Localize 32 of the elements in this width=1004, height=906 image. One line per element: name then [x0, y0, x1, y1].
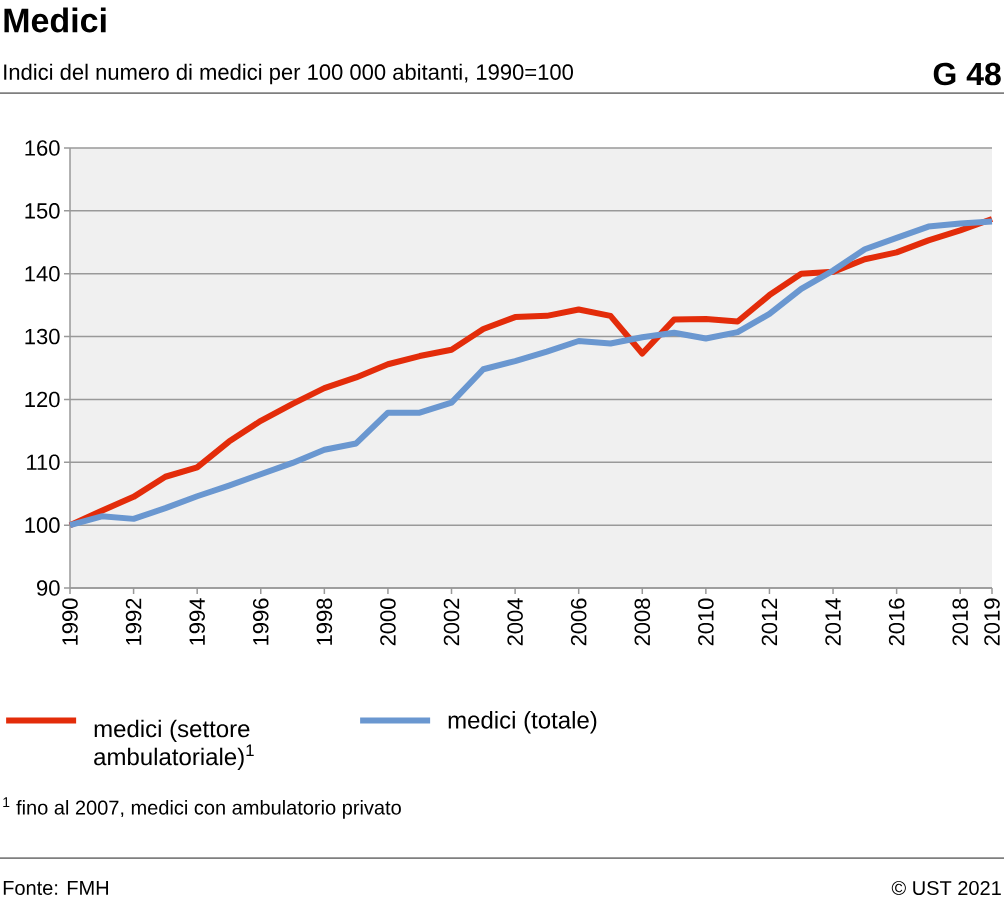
x-tick-label: 2006	[570, 598, 587, 646]
x-tick-label: 2002	[443, 598, 460, 646]
x-tick-label: 2004	[507, 598, 523, 646]
x-tick-label: 1992	[125, 598, 142, 645]
y-tick-label: 120	[25, 391, 60, 408]
x-tick-label: 2000	[380, 598, 396, 646]
text: $^{1}$ fino al 2007, medici con ambulatorio privato	[3, 797, 401, 819]
text: © UST 2021	[891, 880, 1001, 896]
source-note: Fonte: FMH	[3, 881, 108, 895]
y-tick-label: 150	[25, 203, 60, 219]
x-tick-label: 2019	[984, 598, 1000, 646]
chart-subtitle: Indici del numero di medici per 100 000 abitanti, 1990=100	[4, 63, 573, 85]
x-tick-label: 2008	[634, 598, 651, 646]
x-tick-label: 2018	[952, 598, 969, 646]
x-tick-label: 2012	[761, 598, 778, 646]
y-tick-label: 160	[25, 140, 60, 156]
y-tick-label: 110	[27, 454, 60, 471]
x-tick-label: 1996	[252, 598, 269, 645]
x-tick-label: 1998	[316, 598, 333, 645]
x-tick-label: 2014	[825, 598, 841, 646]
y-tick-label: 140	[25, 265, 60, 282]
y-tick-label: 130	[25, 328, 60, 345]
x-tick-label: 2016	[888, 598, 905, 646]
x-tick-label: 1990	[62, 598, 78, 645]
legend-label: medici (settore ambulatoriale)$^{1}$	[94, 719, 254, 771]
text: G 48	[933, 62, 1001, 86]
x-tick-label: 1994	[189, 598, 205, 645]
y-tick-label: 90	[37, 580, 60, 596]
chart-title: Medici	[4, 7, 106, 33]
x-tick-label: 2010	[698, 598, 714, 646]
legend-label: medici (totale)	[448, 711, 597, 734]
y-tick-label: 100	[25, 517, 60, 533]
